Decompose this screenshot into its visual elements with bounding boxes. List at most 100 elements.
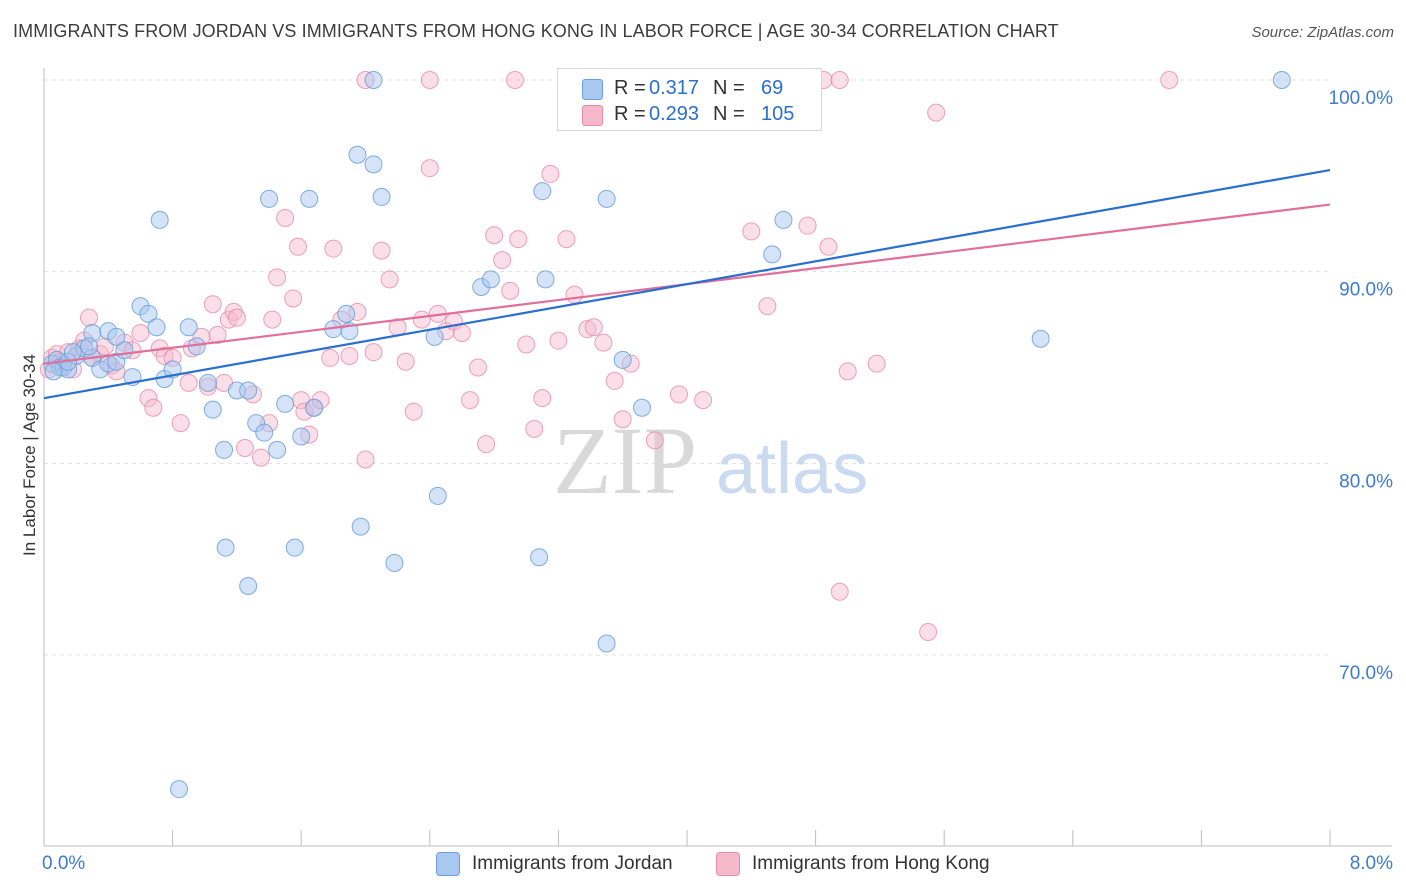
jordan-point	[203, 400, 222, 419]
y-tick-label: 100.0%	[1329, 88, 1394, 109]
hongkong-point	[830, 71, 849, 89]
jordan-point	[198, 373, 217, 392]
jordan-point	[300, 189, 319, 208]
hongkong-point	[324, 239, 343, 258]
hongkong-point	[594, 333, 613, 352]
n-label: N =	[713, 77, 745, 99]
jordan-point	[364, 155, 383, 174]
jordan-point	[63, 343, 82, 362]
stats-row-jordan: R = 0.317 N = 69	[558, 74, 821, 100]
jordan-point	[530, 548, 549, 567]
hongkong-point	[584, 318, 603, 337]
hongkong-point	[694, 391, 713, 410]
hongkong-legend-swatch	[716, 852, 740, 876]
legend-item-hongkong: Immigrants from Hong Kong	[716, 852, 990, 878]
jordan-swatch	[582, 79, 603, 100]
hongkong-point	[509, 230, 528, 249]
hongkong-point	[131, 324, 150, 342]
hongkong-point	[477, 435, 496, 454]
hongkong-swatch	[582, 105, 603, 126]
hongkong-point	[533, 389, 552, 408]
hongkong-point	[838, 362, 857, 381]
hongkong-point	[469, 358, 488, 377]
hongkong-point	[830, 582, 849, 601]
hongkong-point	[460, 391, 479, 410]
n-value-hongkong: 105	[761, 103, 795, 125]
x-tick-label: 8.0%	[1350, 853, 1393, 874]
jordan-point	[216, 538, 235, 557]
hongkong-point	[227, 308, 246, 327]
hongkong-point	[179, 373, 198, 392]
y-tick-label: 90.0%	[1339, 280, 1393, 301]
hongkong-point	[420, 71, 439, 89]
hongkong-point	[380, 270, 399, 289]
hongkong-point	[485, 226, 504, 245]
hongkong-point	[578, 320, 597, 339]
jordan-point	[170, 780, 189, 799]
hongkong-point	[541, 164, 560, 183]
hongkong-point	[565, 285, 584, 304]
hongkong-point	[364, 343, 383, 362]
source-label: Source: ZipAtlas.com	[1251, 24, 1394, 41]
hongkong-point	[798, 216, 817, 235]
hongkong-point	[557, 230, 576, 249]
hongkong-point	[208, 325, 227, 344]
hongkong-point	[356, 450, 375, 469]
r-value-jordan: 0.317	[649, 77, 700, 99]
hongkong-point	[144, 398, 163, 417]
hongkong-point	[919, 623, 938, 641]
hongkong-point	[1160, 71, 1179, 89]
hongkong-point	[80, 308, 99, 327]
hongkong-point	[284, 289, 303, 308]
jordan-point	[260, 189, 279, 208]
jordan-point	[255, 423, 274, 442]
hongkong-point	[819, 237, 838, 256]
jordan-point	[348, 145, 367, 164]
jordan-point	[1031, 329, 1050, 348]
hongkong-point	[404, 402, 423, 421]
hongkong-point	[493, 251, 512, 270]
jordan-legend-swatch	[436, 852, 460, 876]
r-value-hongkong: 0.293	[649, 103, 700, 125]
jordan-point	[285, 538, 304, 557]
hongkong-point	[758, 297, 777, 316]
hongkong-point	[203, 295, 222, 314]
jordan-point	[179, 318, 198, 337]
jordan-point	[150, 210, 169, 229]
y-tick-label: 80.0%	[1339, 471, 1393, 492]
n-label: N =	[713, 103, 745, 125]
hongkong-point	[505, 71, 524, 89]
stats-row-hongkong: R = 0.293 N = 105	[558, 100, 821, 126]
hongkong-point	[235, 439, 254, 457]
jordan-point	[372, 187, 391, 206]
jordan-point	[147, 318, 166, 337]
jordan-point	[337, 304, 356, 323]
hongkong-point	[927, 103, 946, 122]
jordan-point	[276, 394, 295, 413]
hongkong-point	[171, 414, 190, 433]
hongkong-point	[139, 389, 158, 408]
y-tick-label: 70.0%	[1339, 663, 1393, 684]
watermark-atlas: atlas	[716, 429, 868, 509]
jordan-point	[44, 362, 63, 381]
x-tick-label: 0.0%	[42, 853, 85, 874]
jordan-point	[774, 210, 793, 229]
hongkong-point	[288, 237, 307, 256]
jordan-point	[597, 189, 616, 208]
hongkong-point	[867, 354, 886, 373]
hongkong-point	[605, 371, 624, 390]
jordan-point	[215, 440, 234, 459]
jordan-point	[292, 427, 311, 446]
jordan-point	[364, 71, 383, 89]
watermark-zip: ZIP	[553, 407, 697, 514]
r-label: R =	[614, 77, 646, 99]
jordan-point	[597, 634, 616, 653]
hongkong-point	[517, 335, 536, 354]
jordan-point	[239, 577, 258, 595]
hongkong-point	[263, 310, 282, 329]
legend-label-jordan: Immigrants from Jordan	[472, 853, 673, 875]
hongkong-point	[420, 159, 439, 178]
jordan-point	[385, 554, 404, 572]
jordan-point	[351, 517, 370, 536]
hongkong-point	[452, 324, 471, 342]
